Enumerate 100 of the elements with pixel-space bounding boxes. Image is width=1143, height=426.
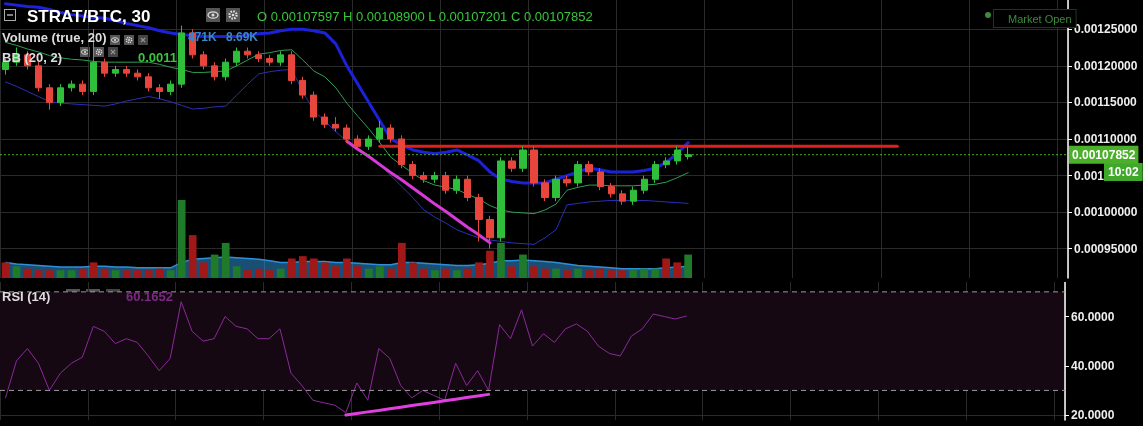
line-series [345,139,492,245]
candlestick [431,171,438,184]
candlestick [123,65,130,78]
candlestick [255,50,262,63]
candlestick [211,61,218,81]
candlestick [376,120,383,144]
bar [34,270,43,278]
candlestick [310,90,317,122]
bar [662,258,670,278]
candlestick [552,175,560,202]
candlestick [420,171,427,184]
candlestick [641,175,648,195]
bar [232,266,241,278]
candlestick [266,54,273,67]
candlestick [541,178,549,202]
candlestick [57,83,64,107]
candlestick [200,50,207,70]
candlestick [167,79,174,96]
candlestick [222,58,229,81]
bar [453,270,461,278]
candlestick [663,156,670,169]
candlestick [519,145,527,173]
bar [574,268,582,278]
line-series [4,2,690,185]
candlestick [343,123,350,144]
candlestick [277,50,284,67]
annotation: RSI (14) [2,289,51,304]
candlestick [112,65,119,78]
bar [342,258,351,278]
bar [12,266,21,278]
candlestick [442,171,449,195]
candlestick [299,76,306,100]
candlestick [288,50,295,85]
bar [144,270,153,278]
bar [111,270,120,278]
candlestick [233,47,240,67]
bar [1,262,10,278]
bar [298,256,307,278]
bar [541,268,549,278]
bar [265,270,274,278]
bar [673,262,681,278]
candlestick [630,186,637,206]
annotation: 60.1652 [126,289,173,304]
candlestick [585,160,593,177]
bar [607,270,615,278]
candlestick [574,160,582,188]
bar [221,242,230,278]
bar [331,266,340,278]
bar [519,254,527,278]
bar [651,268,659,278]
candlestick [597,167,604,191]
annotation: 0.0011 [138,50,178,65]
bar [398,242,406,278]
annotation: Market Open [1008,12,1072,25]
bar [122,270,131,278]
bar [67,270,76,278]
line-series [344,392,491,417]
text: 10:02 [1108,165,1140,179]
bar [552,268,560,278]
candlestick [145,72,152,92]
bar [89,262,98,278]
bar [276,268,285,278]
candlestick [674,145,681,166]
candlestick [79,79,86,96]
bar [629,270,637,278]
bar [442,268,450,278]
bar [409,262,417,278]
candlestick [156,83,163,100]
bar [497,242,505,278]
candlestick [101,58,108,78]
bar [640,268,648,278]
y-tick-label: 0.001 [1074,168,1105,183]
y-tick-label: 20.0000 [1071,408,1115,423]
candlestick [464,175,471,202]
bar [177,200,186,278]
y-tick-label: 0.00125000 [1074,22,1138,37]
candlestick [475,193,483,242]
bar [376,266,384,278]
candlestick [321,112,328,129]
y-tick-label: 0.00095000 [1074,241,1138,256]
y-tick-label: 0.00100000 [1074,205,1138,220]
bar [353,266,362,278]
bar [243,270,252,278]
candlestick [486,215,494,250]
candlestick [530,145,538,188]
bar [133,270,142,278]
bar [254,268,263,278]
candlestick [332,116,339,133]
candlestick [497,156,505,242]
bar [210,254,219,278]
bar [530,266,538,278]
candlestick [68,79,75,92]
candlestick [244,47,251,60]
candlestick [409,160,416,180]
candlestick [365,134,372,151]
candlestick [619,189,626,206]
y-tick-label: 0.00115000 [1074,95,1138,110]
bar [431,270,439,278]
text: O 0.00107597 H 0.00108900 L 0.00107201 C 0.00107852 [257,9,593,24]
candlestick [652,160,659,184]
